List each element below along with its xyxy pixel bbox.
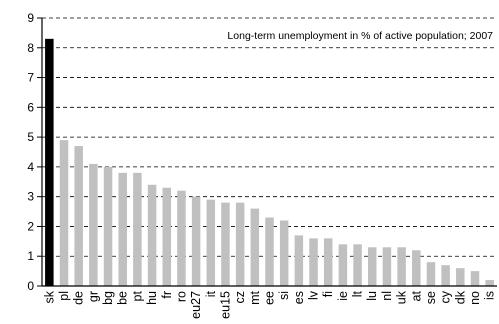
- bar-be: [118, 172, 127, 286]
- y-tick-label: 4: [27, 160, 34, 174]
- x-tick-label: nl: [380, 291, 394, 301]
- y-tick-label: 7: [27, 71, 34, 85]
- x-tick-label: dk: [453, 290, 467, 304]
- bar-it: [206, 199, 216, 286]
- x-tick-label: fr: [160, 291, 174, 299]
- bar-lv: [309, 238, 318, 286]
- bar-ie: [338, 244, 348, 286]
- x-tick-label: uk: [395, 290, 409, 304]
- x-tick-label: eu15: [218, 291, 232, 319]
- x-tick-label: fi: [321, 291, 335, 297]
- y-tick-label: 5: [27, 130, 34, 144]
- bar-dk: [456, 268, 465, 286]
- x-tick-label: be: [116, 291, 130, 305]
- x-tick-label: ro: [174, 291, 188, 302]
- bar-de: [74, 146, 83, 286]
- bar-eu27: [191, 196, 201, 286]
- chart-title: Long-term unemployment in % of active po…: [227, 30, 493, 42]
- x-tick-label: it: [204, 290, 218, 297]
- x-tick-label: lt: [351, 290, 365, 297]
- y-tick-label: 1: [27, 249, 34, 263]
- bar-sk: [45, 38, 54, 286]
- bar-mt: [250, 208, 260, 286]
- bars: [45, 38, 494, 286]
- x-tick-label: sk: [42, 290, 56, 303]
- x-tick-label: ee: [263, 291, 277, 305]
- bar-gr: [89, 163, 98, 286]
- y-tick-label: 2: [27, 219, 34, 233]
- x-tick-label: cy: [439, 290, 453, 303]
- y-tick-label: 9: [27, 11, 34, 25]
- bar-at: [412, 250, 421, 286]
- bar-se: [426, 262, 436, 286]
- y-tick-label: 8: [27, 41, 34, 55]
- bar-hu: [147, 184, 157, 286]
- bar-es: [294, 235, 304, 286]
- bar-eu15: [221, 202, 230, 286]
- bar-bg: [103, 166, 113, 286]
- x-tick-label: ie: [336, 291, 350, 301]
- bar-fi: [323, 238, 333, 286]
- x-tick-label: gr: [86, 291, 100, 302]
- x-tick-label: no: [468, 291, 482, 305]
- x-tick-label: hu: [145, 291, 159, 305]
- x-tick-label: lv: [307, 290, 321, 300]
- axes: [37, 17, 497, 287]
- bar-fr: [162, 187, 172, 286]
- x-tick-label: eu27: [189, 291, 203, 319]
- x-tick-labels: sk pl de gr bg be pt hu fr ro eu27 it eu15 cz mt ee si es…: [42, 290, 496, 319]
- bar-ro: [177, 190, 186, 286]
- bar-lu: [367, 247, 377, 286]
- y-tick-labels: 0 1 2 3 4 5 6 7 8 9: [27, 11, 34, 293]
- x-tick-label: mt: [248, 290, 262, 304]
- bar-cy: [441, 265, 450, 286]
- x-tick-label: si: [277, 291, 291, 300]
- y-tick-label: 6: [27, 100, 34, 114]
- x-tick-label: pl: [57, 291, 71, 301]
- bar-pl: [59, 140, 69, 286]
- bar-ee: [265, 217, 274, 286]
- x-tick-label: se: [424, 291, 438, 304]
- bar-is: [485, 280, 494, 286]
- x-tick-label: at: [409, 290, 423, 301]
- bar-cz: [235, 202, 245, 286]
- x-tick-label: bg: [101, 291, 115, 305]
- y-tick-label: 0: [27, 279, 34, 293]
- y-tick-label: 3: [27, 190, 34, 204]
- bar-nl: [382, 247, 392, 286]
- bar-si: [279, 220, 289, 286]
- x-tick-label: es: [292, 291, 306, 304]
- bar-uk: [397, 247, 406, 286]
- x-tick-label: lu: [365, 291, 379, 301]
- bar-pt: [133, 172, 142, 286]
- x-tick-label: pt: [130, 290, 144, 301]
- bar-no: [470, 271, 480, 286]
- x-tick-label: is: [483, 291, 497, 300]
- x-tick-label: de: [72, 291, 86, 305]
- x-tick-label: cz: [233, 291, 247, 304]
- bar-lt: [353, 244, 362, 286]
